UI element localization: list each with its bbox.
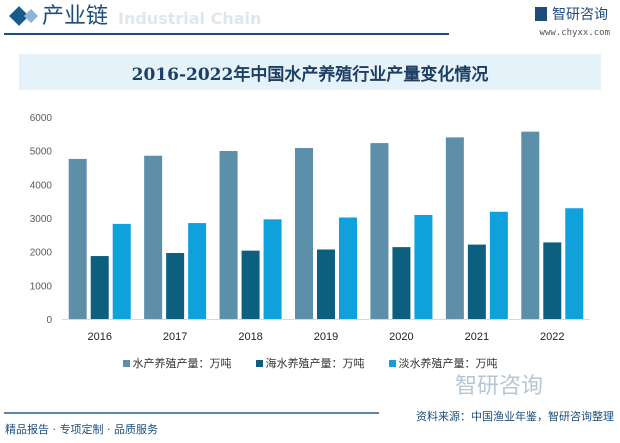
x-tick-label: 2021	[465, 331, 489, 343]
legend-swatch	[255, 360, 263, 367]
watermark-logo: 智研咨询	[455, 374, 544, 399]
bar-2020-s1	[392, 247, 411, 319]
footer-divider	[4, 412, 379, 414]
bar-2018-s2	[263, 219, 282, 319]
y-tick-label: 4000	[30, 180, 53, 191]
brand-logo-icon	[535, 7, 547, 21]
brand-url: www.chyxx.com	[539, 28, 610, 38]
bar-2018-s1	[241, 250, 260, 319]
brand: 智研咨询	[535, 4, 608, 24]
y-tick-label: 0	[46, 315, 52, 326]
x-tick-label: 2019	[314, 331, 338, 343]
legend-label: 海水养殖产量：万吨	[265, 357, 365, 370]
chart-title: 2016-2022年中国水产养殖行业产量变化情况	[19, 54, 601, 90]
x-tick-label: 2017	[163, 331, 187, 343]
bar-2020-s0	[370, 143, 389, 319]
legend-item: 淡水养殖产量：万吨	[388, 355, 498, 371]
source-note: 资料来源：中国渔业年鉴，智研咨询整理	[416, 410, 614, 423]
y-tick-label: 2000	[30, 248, 53, 259]
legend: 水产养殖产量：万吨 海水养殖产量：万吨 淡水养殖产量：万吨	[0, 355, 620, 371]
brand-name: 智研咨询	[552, 7, 608, 23]
y-tick-label: 1000	[30, 281, 53, 292]
x-tick-label: 2018	[238, 331, 262, 343]
bar-2022-s1	[543, 242, 562, 319]
bar-2022-s0	[521, 131, 540, 319]
legend-item: 海水养殖产量：万吨	[255, 355, 365, 371]
bar-2021-s2	[489, 211, 508, 319]
legend-label: 水产养殖产量：万吨	[132, 357, 232, 370]
bar-2016-s1	[90, 256, 109, 319]
footer-slogan: 精品报告 · 专项定制 · 品质服务	[5, 423, 158, 436]
legend-swatch	[122, 360, 130, 367]
x-tick-label: 2022	[540, 331, 564, 343]
header-title: 产业链	[42, 4, 109, 29]
header-subtitle: Industrial Chain	[118, 9, 262, 28]
legend-swatch	[388, 360, 396, 367]
bar-2019-s0	[295, 147, 313, 319]
bar-2019-s1	[317, 249, 335, 319]
bar-2017-s2	[188, 223, 207, 319]
bar-2017-s1	[166, 253, 185, 319]
legend-item: 水产养殖产量：万吨	[122, 355, 232, 371]
bar-2017-s0	[144, 155, 163, 319]
bar-2016-s0	[68, 158, 87, 319]
bar-2022-s2	[565, 208, 584, 319]
x-tick-label: 2020	[389, 331, 413, 343]
bar-2016-s2	[112, 223, 131, 319]
bar-2018-s0	[219, 151, 238, 319]
y-tick-label: 6000	[30, 113, 53, 124]
bar-2021-s0	[445, 137, 464, 319]
bar-2020-s2	[414, 214, 433, 319]
bar-2019-s2	[339, 217, 357, 319]
legend-label: 淡水养殖产量：万吨	[398, 357, 498, 370]
y-tick-label: 5000	[30, 147, 53, 158]
bar-2021-s1	[467, 244, 486, 319]
y-tick-label: 3000	[30, 214, 53, 225]
header-divider	[4, 33, 449, 35]
x-tick-label: 2016	[87, 331, 111, 343]
